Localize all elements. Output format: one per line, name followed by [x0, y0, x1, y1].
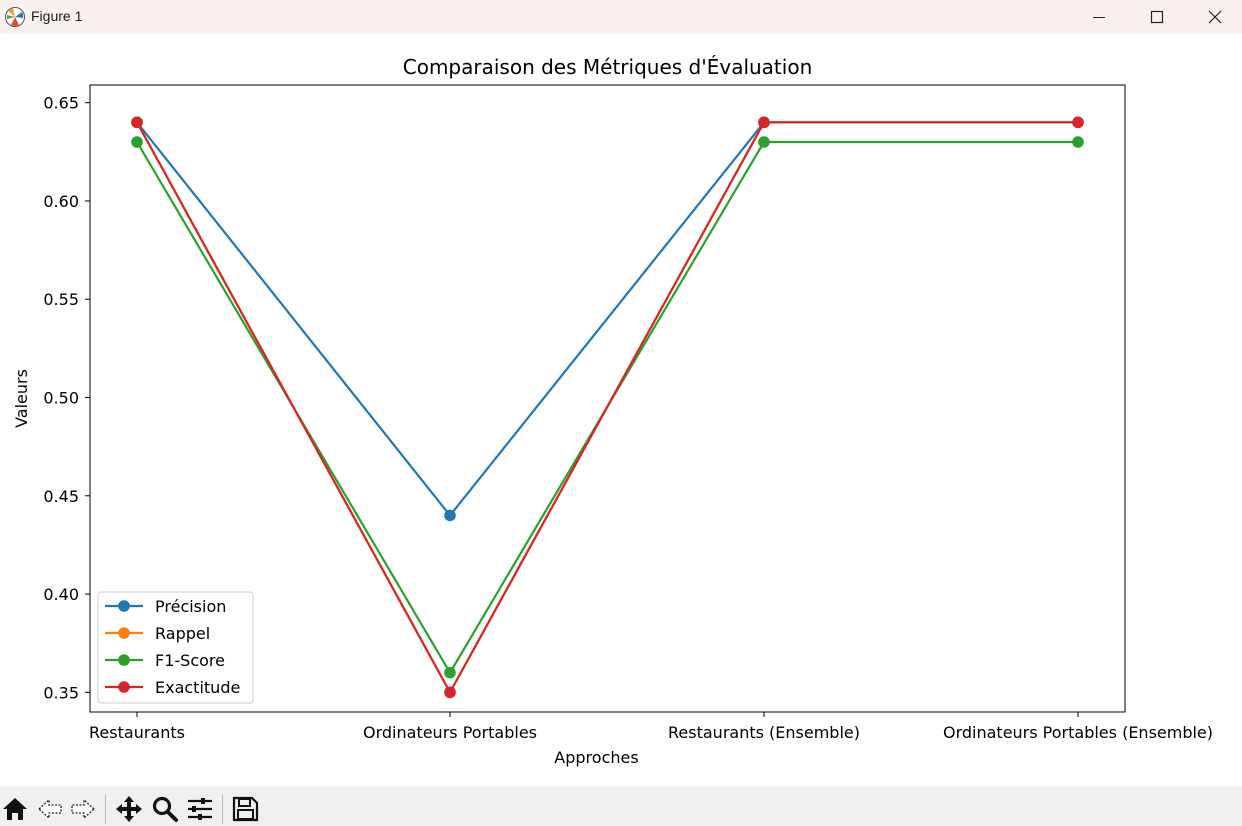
x-tick-label: Ordinateurs Portables	[363, 723, 537, 742]
data-point-f1-score	[444, 666, 456, 679]
save-icon	[232, 796, 259, 822]
line-chart: Comparaison des Métriques d'Évaluation 0…	[12, 55, 1213, 767]
x-axis-label: Approches	[554, 748, 638, 767]
plot-frame	[89, 84, 1126, 713]
legend-label-pr-cision: Précision	[155, 597, 226, 616]
x-tick-label: Restaurants (Ensemble)	[668, 723, 860, 742]
y-tick-label: 0.60	[43, 192, 79, 211]
y-tick-label: 0.50	[43, 389, 79, 408]
close-icon	[1208, 10, 1222, 24]
data-point-exactitude	[1072, 116, 1084, 129]
window-title: Figure 1	[31, 8, 83, 24]
x-tick-label: Ordinateurs Portables (Ensemble)	[943, 723, 1213, 742]
data-point-pr-cision	[444, 509, 456, 522]
zoom-button[interactable]	[150, 794, 180, 824]
chart-title: Comparaison des Métriques d'Évaluation	[403, 55, 813, 79]
x-tick-label: Restaurants	[89, 723, 185, 742]
data-point-exactitude	[131, 116, 143, 129]
forward-button[interactable]	[68, 794, 98, 824]
forward-arrow-icon	[71, 798, 95, 820]
data-point-f1-score	[758, 136, 770, 148]
series-line-exactitude	[136, 121, 1078, 694]
legend-box	[97, 591, 254, 704]
y-tick-label: 0.40	[43, 585, 79, 604]
configure-subplots-button[interactable]	[185, 794, 215, 824]
maximize-button[interactable]	[1128, 0, 1186, 34]
toolbar-separator	[222, 794, 223, 824]
y-axis-label: Valeurs	[12, 369, 31, 428]
minimize-icon	[1093, 17, 1105, 18]
home-icon	[3, 798, 27, 820]
y-tick-label: 0.55	[43, 290, 79, 309]
data-point-f1-score	[1072, 136, 1084, 148]
data-point-f1-score	[131, 136, 143, 148]
y-tick-label: 0.65	[43, 94, 79, 113]
legend-marker-pr-cision	[118, 600, 130, 612]
configure-subplots-icon	[188, 798, 212, 820]
matplotlib-logo-icon	[5, 7, 25, 27]
legend-label-rappel: Rappel	[155, 624, 210, 643]
legend-marker-f1-score	[118, 654, 130, 666]
zoom-icon	[152, 796, 178, 822]
toolbar-separator	[105, 794, 106, 824]
close-button[interactable]	[1186, 0, 1242, 34]
minimize-button[interactable]	[1070, 0, 1128, 34]
home-button[interactable]	[0, 794, 30, 824]
data-point-exactitude	[444, 686, 456, 699]
figure-canvas: Comparaison des Métriques d'Évaluation 0…	[0, 34, 1242, 784]
pan-button[interactable]	[114, 794, 144, 824]
navigation-toolbar	[0, 786, 1242, 826]
y-tick-label: 0.45	[43, 487, 79, 506]
legend-label-f1-score: F1-Score	[155, 651, 225, 670]
legend-label-exactitude: Exactitude	[155, 678, 240, 697]
back-arrow-icon	[38, 798, 62, 820]
legend-marker-rappel	[118, 627, 130, 639]
y-tick-label: 0.35	[43, 683, 79, 702]
title-bar: Figure 1	[0, 0, 1242, 34]
maximize-icon	[1150, 10, 1164, 24]
series-line-pr-cision	[136, 121, 1078, 517]
legend-marker-exactitude	[118, 681, 130, 693]
pan-icon	[116, 796, 142, 822]
back-button[interactable]	[35, 794, 65, 824]
data-point-exactitude	[758, 116, 770, 129]
save-button[interactable]	[230, 794, 260, 824]
